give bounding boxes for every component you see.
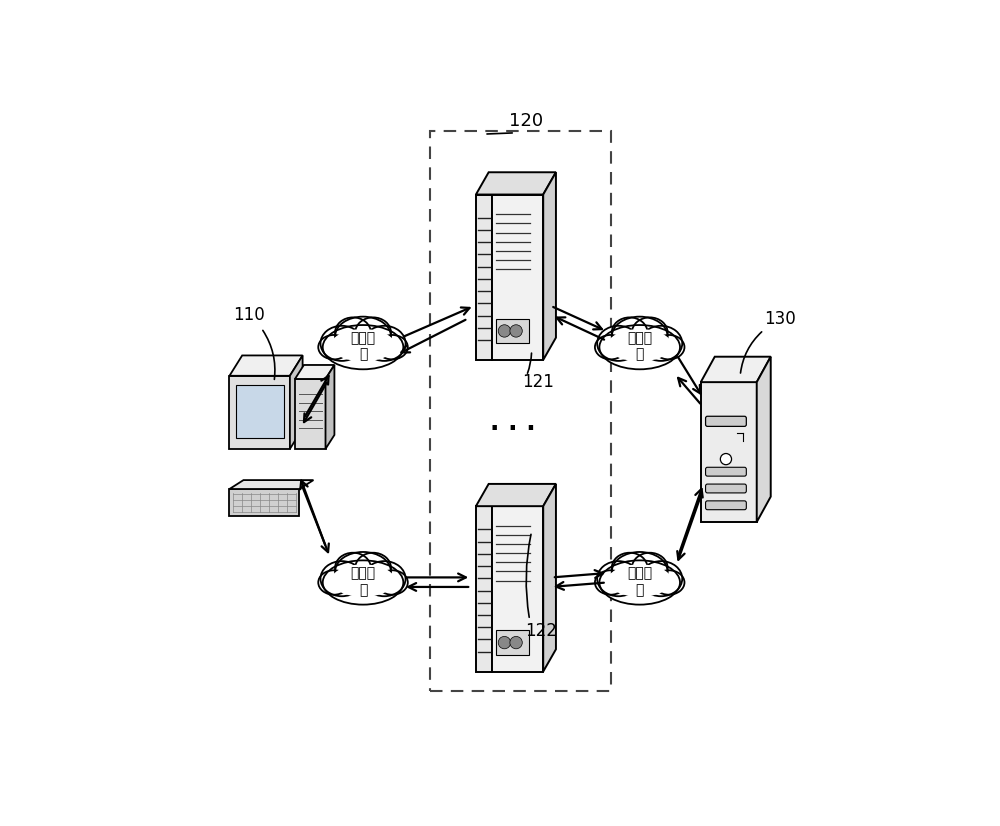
Ellipse shape (335, 316, 391, 356)
Ellipse shape (599, 325, 680, 369)
Text: 110: 110 (233, 306, 264, 325)
Ellipse shape (632, 553, 668, 583)
FancyBboxPatch shape (706, 484, 746, 493)
Bar (496, 630, 529, 655)
Ellipse shape (612, 317, 648, 348)
Ellipse shape (376, 570, 408, 595)
FancyBboxPatch shape (706, 501, 746, 510)
Ellipse shape (363, 325, 406, 361)
Polygon shape (229, 480, 313, 489)
FancyBboxPatch shape (706, 468, 746, 476)
Text: 网络连
接: 网络连 接 (627, 331, 652, 362)
Circle shape (498, 325, 511, 337)
Ellipse shape (612, 552, 668, 591)
Circle shape (498, 636, 511, 648)
Ellipse shape (363, 561, 406, 596)
Ellipse shape (599, 560, 680, 605)
Polygon shape (295, 365, 334, 379)
Polygon shape (295, 379, 326, 449)
Ellipse shape (335, 553, 371, 583)
Bar (236, 385, 284, 438)
FancyBboxPatch shape (706, 416, 746, 426)
Polygon shape (229, 355, 303, 376)
Text: 网络连
接: 网络连 接 (350, 331, 376, 362)
Ellipse shape (335, 317, 371, 348)
Polygon shape (543, 173, 556, 360)
Ellipse shape (323, 325, 403, 369)
Ellipse shape (595, 335, 626, 359)
Circle shape (510, 325, 522, 337)
Ellipse shape (355, 553, 391, 583)
Ellipse shape (653, 570, 684, 595)
Ellipse shape (376, 335, 408, 359)
Ellipse shape (320, 325, 363, 361)
Polygon shape (476, 195, 492, 360)
Ellipse shape (640, 325, 682, 361)
Ellipse shape (595, 570, 626, 595)
Ellipse shape (608, 329, 672, 362)
Polygon shape (492, 195, 543, 360)
Text: 网络连
接: 网络连 接 (350, 567, 376, 597)
Text: 120: 120 (509, 112, 544, 131)
Polygon shape (757, 357, 771, 522)
Bar (496, 319, 529, 344)
Ellipse shape (331, 329, 395, 362)
Bar (430, 131, 611, 691)
Text: 122: 122 (525, 623, 557, 640)
Polygon shape (476, 484, 556, 506)
Polygon shape (229, 489, 299, 515)
Ellipse shape (632, 317, 668, 348)
Text: 121: 121 (522, 373, 554, 392)
Ellipse shape (318, 335, 350, 359)
Text: . . .: . . . (490, 411, 535, 435)
Ellipse shape (612, 316, 668, 356)
Ellipse shape (612, 553, 648, 583)
Polygon shape (701, 357, 771, 382)
Ellipse shape (640, 561, 682, 596)
Text: 网络连
接: 网络连 接 (627, 567, 652, 597)
Polygon shape (229, 376, 290, 449)
Polygon shape (492, 506, 543, 672)
Ellipse shape (355, 317, 391, 348)
Ellipse shape (335, 552, 391, 591)
Ellipse shape (608, 564, 672, 597)
Polygon shape (290, 355, 303, 449)
Circle shape (510, 636, 522, 648)
Text: 130: 130 (764, 310, 796, 328)
Ellipse shape (323, 560, 403, 605)
Ellipse shape (318, 570, 350, 595)
Circle shape (720, 453, 732, 465)
Polygon shape (326, 365, 334, 449)
Ellipse shape (320, 561, 363, 596)
Polygon shape (701, 382, 757, 522)
Polygon shape (476, 506, 492, 672)
Polygon shape (543, 484, 556, 672)
Ellipse shape (597, 561, 640, 596)
Ellipse shape (331, 564, 395, 597)
Ellipse shape (653, 335, 684, 359)
Ellipse shape (597, 325, 640, 361)
Polygon shape (476, 173, 556, 195)
